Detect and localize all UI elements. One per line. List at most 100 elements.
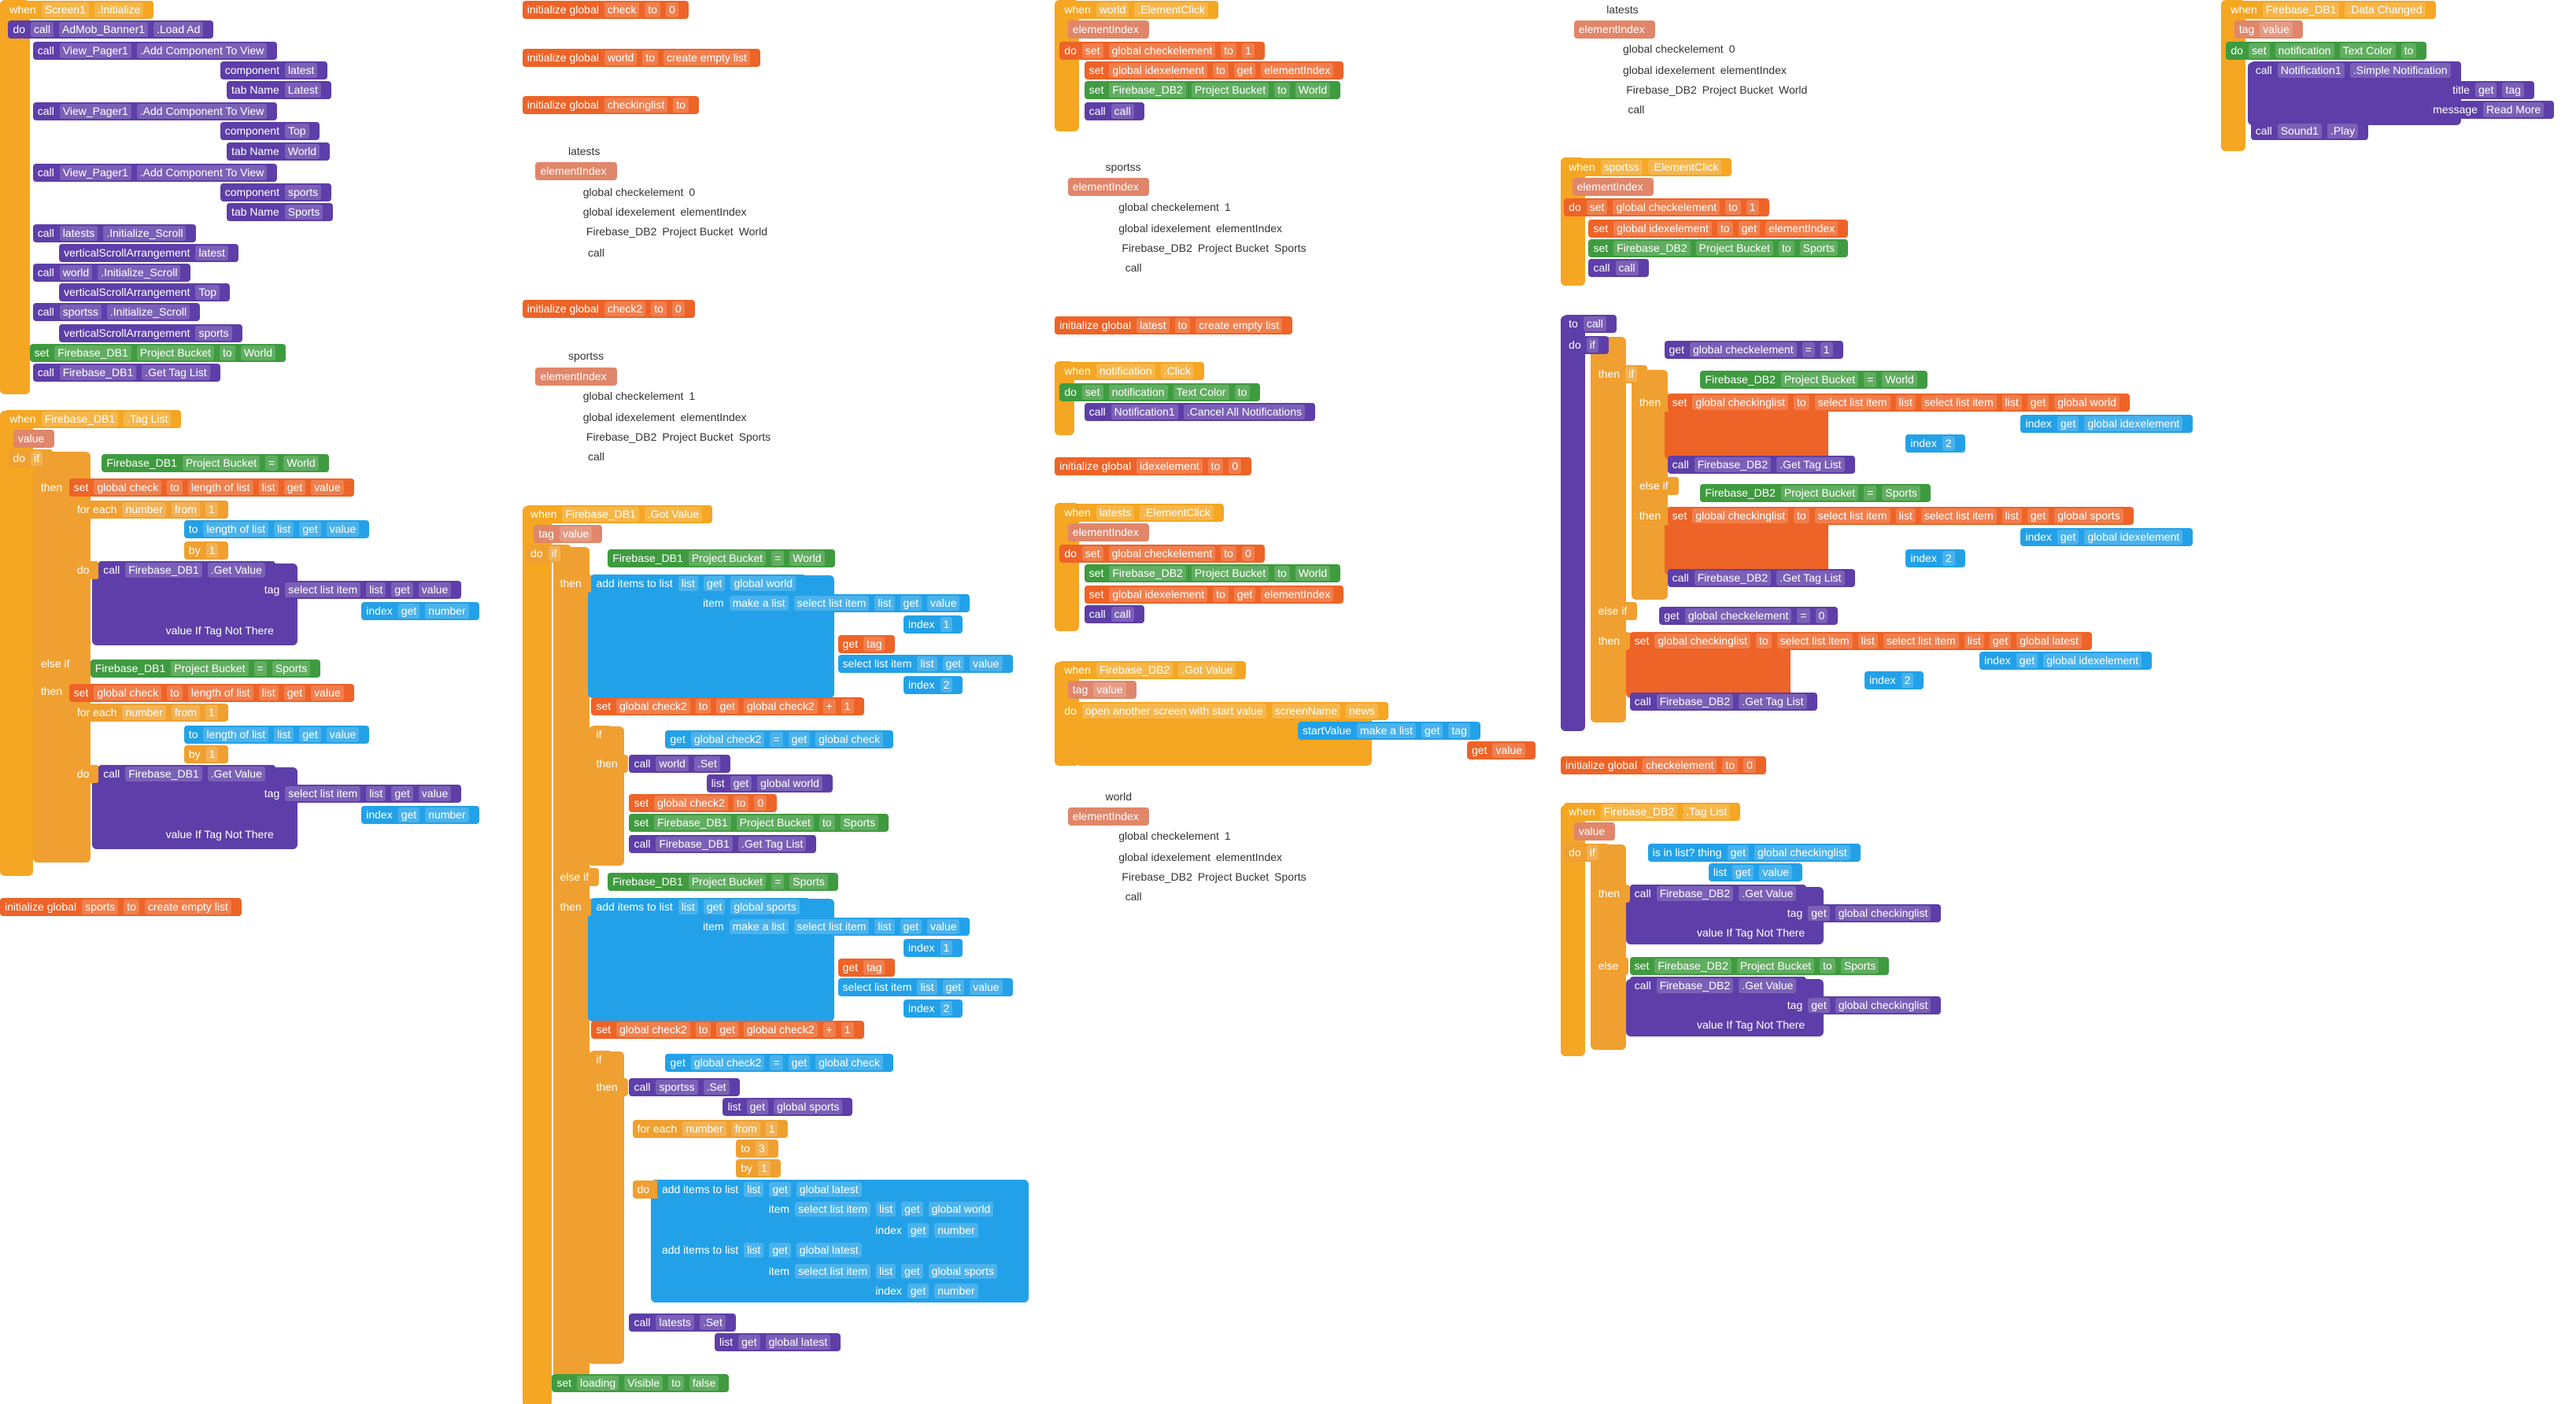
block-row[interactable]: index 1 <box>904 938 963 957</box>
block-row[interactable]: call sportss .Initialize_Scroll <box>32 303 201 322</box>
block-row[interactable]: sportss <box>1101 158 1151 176</box>
block-row[interactable]: list get global sports <box>723 1098 853 1117</box>
block-row[interactable]: call Firebase_DB1 .Get Value <box>98 560 275 579</box>
block-row[interactable]: get global check2 = get global check <box>665 730 893 748</box>
block-row[interactable]: Firebase_DB2 Project Bucket Sports <box>582 428 781 446</box>
block-row[interactable]: initialize global world to create empty lis… <box>522 48 760 67</box>
block-row[interactable]: global idexelement elementIndex <box>1114 220 1292 238</box>
block-row[interactable]: elementIndex <box>1573 20 1655 39</box>
block-row[interactable]: set loading Visible to false <box>552 1374 730 1393</box>
block-row[interactable]: global idexelement elementIndex <box>1114 848 1292 866</box>
block-row[interactable]: latests <box>1602 1 1648 19</box>
block-row[interactable]: verticalScrollArrangement sports <box>59 324 242 343</box>
block-row[interactable]: set Firebase_DB2 Project Bucket to World <box>1084 563 1341 582</box>
block-row[interactable]: get tag <box>837 634 896 653</box>
block-row[interactable]: tab Name Sports <box>227 202 334 221</box>
block-row[interactable]: when world .ElementClick <box>1059 1 1218 20</box>
block-row[interactable]: set global check to length of list list get va… <box>68 684 354 703</box>
block-row[interactable]: index get global idexelement <box>2020 415 2193 434</box>
block-row[interactable]: startValue make a list get tag <box>1298 722 1480 741</box>
block-row[interactable]: add items to list list get global world <box>591 574 807 593</box>
block-row[interactable]: initialize global idexelement to 0 <box>1055 457 1252 476</box>
block-row[interactable]: by 1 <box>183 744 229 763</box>
block-row[interactable]: elementIndex <box>1067 20 1149 39</box>
block-row[interactable]: when sportss .ElementClick <box>1564 158 1732 177</box>
block-row[interactable]: tag get global checkinglist <box>1782 996 1942 1014</box>
block-row[interactable]: call call <box>1588 258 1649 277</box>
block-row[interactable]: do call AdMob_Banner1 .Load Ad <box>8 20 214 39</box>
block-row[interactable]: call Notification1 .Cancel All Notificatio… <box>1084 403 1316 422</box>
block-row[interactable]: index get number <box>361 805 479 824</box>
block-row[interactable]: do <box>72 764 100 783</box>
block-row[interactable]: call Notification1 .Simple Notification <box>2250 61 2461 80</box>
block-row[interactable]: component latest <box>220 61 328 80</box>
block-row[interactable]: else if <box>35 654 80 673</box>
block-row[interactable]: Firebase_DB2 Project Bucket World <box>582 223 778 241</box>
block-row[interactable]: initialize global check to 0 <box>522 1 689 20</box>
block-row[interactable]: sportss <box>564 347 614 365</box>
block-row[interactable]: else if <box>1634 477 1679 496</box>
block-row[interactable]: index 1 <box>904 615 963 634</box>
block-row[interactable]: then if <box>1593 365 1647 384</box>
block-row[interactable]: Firebase_DB2 Project Bucket World <box>1621 81 1817 99</box>
block-row[interactable]: tag select list item list get value <box>259 784 462 803</box>
block-row[interactable]: list get global latest <box>715 1332 841 1351</box>
block-row[interactable]: call <box>1623 101 1654 119</box>
block-row[interactable]: get global check2 = get global check <box>665 1054 893 1073</box>
block-row[interactable]: value If Tag Not There <box>161 825 284 844</box>
block-row[interactable]: set global checkinglist to select list item… <box>1667 393 2130 412</box>
block-row[interactable]: do set notification Text Color to <box>1059 383 1261 402</box>
block-row[interactable]: global checkelement 1 <box>1114 198 1240 216</box>
block-row[interactable]: latests <box>564 142 610 161</box>
block-row[interactable]: index get number <box>870 1221 989 1240</box>
block-row[interactable]: call Firebase_DB2 .Get Tag List <box>1667 456 1855 475</box>
block-row[interactable]: call world .Initialize_Scroll <box>32 264 191 282</box>
block-row[interactable]: index 2 <box>1865 671 1924 689</box>
block-row[interactable]: then <box>1593 885 1630 903</box>
block-row[interactable]: Firebase_DB2 Project Bucket Sports <box>1117 868 1316 886</box>
block-row[interactable]: set Firebase_DB2 Project Bucket to Sports <box>1629 956 1890 975</box>
block-row[interactable]: set global check2 to get global check2 +1 <box>591 1021 864 1040</box>
block-row[interactable]: Firebase_DB2 Project Bucket = Sports <box>1700 483 1931 502</box>
block-row[interactable]: title get tag <box>2448 81 2534 100</box>
block-row[interactable]: initialize global sports to create empty li… <box>0 897 242 916</box>
block-row[interactable]: call Firebase_DB2 .Get Value <box>1629 976 1807 995</box>
block-row[interactable]: call latests .Initialize_Scroll <box>32 224 197 242</box>
block-row[interactable]: else if <box>1593 602 1638 620</box>
block-row[interactable]: call <box>583 244 615 262</box>
block-row[interactable]: index get number <box>361 602 479 620</box>
block-row[interactable]: add items to list list get global latest <box>656 1180 872 1199</box>
block-row[interactable]: index 2 <box>1905 434 1965 453</box>
block-row[interactable]: do set global checkelement to 1 <box>1059 42 1265 61</box>
block-row[interactable]: do set notification Text Color to <box>2226 42 2427 61</box>
block-row[interactable]: global checkelement 0 <box>1618 40 1745 58</box>
block-row[interactable]: do if <box>8 449 53 467</box>
block-row[interactable]: call call <box>1084 102 1144 121</box>
block-row[interactable]: index 2 <box>1905 549 1965 568</box>
block-row[interactable]: global checkelement 0 <box>578 183 705 201</box>
block-row[interactable]: Firebase_DB1 Project Bucket = Sports <box>608 873 838 892</box>
block-row[interactable]: call <box>1121 259 1152 277</box>
block-row[interactable]: global idexelement elementIndex <box>578 203 757 221</box>
block-row[interactable]: get global checkelement = 1 <box>1664 341 1843 360</box>
block-row[interactable]: item select list item list get global world <box>763 1199 1004 1218</box>
block-row[interactable]: when latests .ElementClick <box>1059 503 1224 522</box>
block-row[interactable]: component sports <box>220 183 332 201</box>
block-row[interactable]: initialize global check2 to 0 <box>522 299 695 318</box>
block-row[interactable]: world <box>1101 788 1142 806</box>
block-row[interactable]: do if <box>525 544 571 563</box>
block-row[interactable]: set Firebase_DB2 Project Bucket to World <box>1084 81 1341 100</box>
block-row[interactable]: add items to list list get global latest <box>656 1240 872 1259</box>
block-row[interactable]: index 2 <box>904 675 963 694</box>
block-row[interactable]: call sportss .Set <box>629 1078 740 1097</box>
block-row[interactable]: tab Name World <box>227 142 331 161</box>
block-row[interactable]: then <box>35 682 73 701</box>
block-row[interactable]: elementIndex <box>1067 807 1149 826</box>
block-row[interactable]: by 1 <box>183 541 229 560</box>
block-row[interactable]: tag select list item list get value <box>259 580 462 599</box>
block-row[interactable]: to length of list list get value <box>183 725 370 744</box>
block-row[interactable]: list get value <box>1708 863 1802 881</box>
block-row[interactable]: select list item list get value <box>837 978 1013 996</box>
block-row[interactable]: then <box>591 1078 628 1097</box>
block-row[interactable]: call <box>1121 888 1152 906</box>
